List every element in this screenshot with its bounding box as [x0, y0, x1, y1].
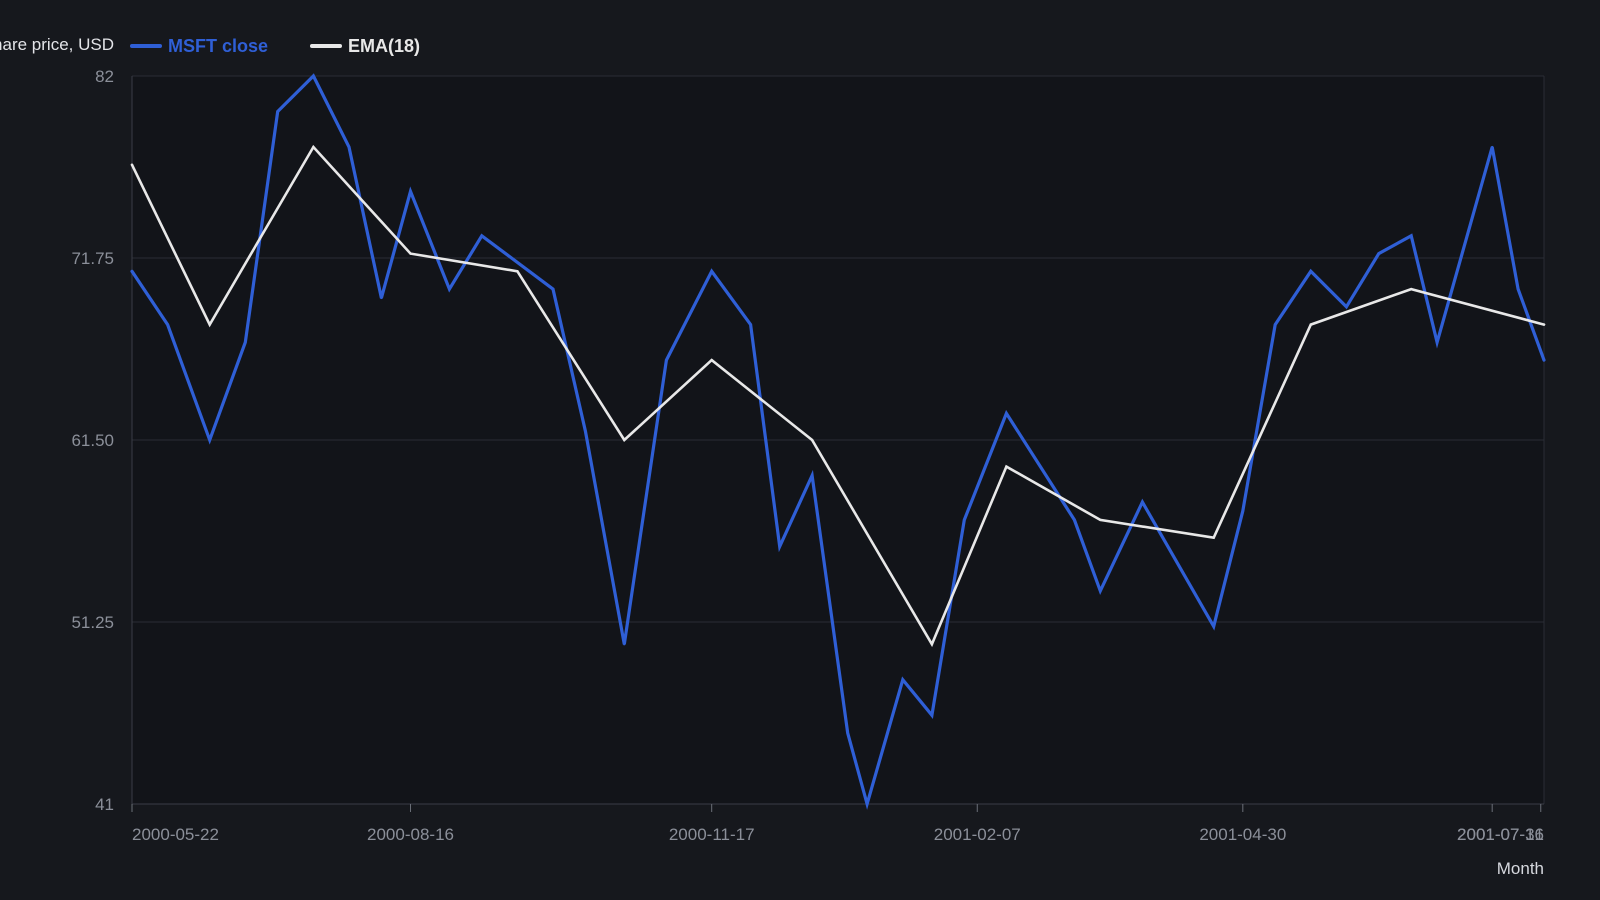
data-point-msft-close [623, 642, 626, 646]
y-axis-label: Share price, USD [0, 35, 114, 54]
data-point-msft-close [130, 270, 134, 273]
data-point-ema-18 [312, 145, 315, 149]
y-tick-label: 82 [95, 67, 114, 86]
data-point-msft-close [665, 358, 668, 362]
data-point-msft-close [901, 678, 904, 681]
data-point-msft-close [1099, 589, 1102, 593]
data-point-msft-close [480, 234, 483, 238]
x-axis-label: Month [1497, 859, 1544, 878]
data-point-ema-18 [130, 163, 134, 166]
data-point-msft-close [347, 145, 351, 149]
x-tick-label: 2000-11-17 [669, 825, 755, 844]
data-point-msft-close [1141, 500, 1144, 504]
x-tick-label: 2000-08-16 [367, 825, 454, 844]
data-point-msft-close [276, 110, 279, 113]
data-point-msft-close [710, 270, 713, 273]
data-point-msft-close [1345, 305, 1348, 309]
y-tick-label: 51.25 [71, 613, 114, 632]
data-point-ema-18 [208, 323, 211, 326]
data-point-msft-close [778, 545, 781, 548]
series [130, 73, 1546, 810]
legend-label-ema: EMA(18) [348, 36, 420, 56]
y-tick-label: 41 [95, 795, 114, 814]
data-point-ema-18 [810, 438, 814, 442]
data-point-msft-close [244, 341, 247, 344]
y-tick-label: 71.75 [71, 249, 114, 268]
data-point-msft-close [1490, 145, 1494, 149]
data-point-msft-close [1073, 518, 1076, 522]
data-point-msft-close [312, 74, 315, 78]
data-point-msft-close [930, 714, 934, 717]
x-tick-label: 2001-02-07 [934, 825, 1021, 844]
data-point-msft-close [551, 287, 555, 291]
x-tick-label: 2001-07-16 [1457, 825, 1544, 844]
x-tick-label: 2001-04-30 [1199, 825, 1286, 844]
data-point-ema-18 [409, 252, 412, 255]
legend: Share price, USD MSFT close EMA(18) [0, 35, 420, 56]
data-point-ema-18 [1212, 536, 1215, 539]
data-point-msft-close [1005, 412, 1008, 415]
x-tick-label: 2000-05-22 [132, 825, 219, 844]
data-point-msft-close [810, 474, 814, 477]
data-point-ema-18 [1309, 323, 1313, 326]
data-point-msft-close [749, 323, 752, 326]
data-point-msft-close [584, 429, 587, 433]
data-point-ema-18 [1005, 465, 1008, 468]
y-tick-label: 61.50 [71, 431, 114, 450]
data-point-msft-close [1212, 625, 1215, 628]
axes: 41 51.25 61.50 71.75 82 2000-05-22 2000-08-16 2… [71, 67, 1545, 844]
data-point-msft-close [208, 438, 211, 442]
data-point-ema-18 [516, 270, 519, 273]
data-point-ema-18 [1410, 287, 1413, 291]
data-point-ema-18 [1099, 518, 1102, 522]
data-point-msft-close [1410, 234, 1413, 238]
data-point-ema-18 [930, 642, 934, 646]
data-point-msft-close [1377, 252, 1381, 255]
data-point-msft-close [963, 518, 966, 522]
data-point-msft-close [1435, 341, 1439, 344]
data-point-ema-18 [623, 438, 626, 442]
data-point-msft-close [448, 287, 451, 291]
data-point-ema-18 [1542, 323, 1546, 326]
data-point-msft-close [1274, 323, 1277, 326]
x-tick-label: 2001-07-31 [1457, 825, 1544, 844]
data-point-msft-close [1516, 287, 1520, 291]
data-point-ema-18 [710, 358, 713, 362]
data-point-msft-close [409, 190, 412, 193]
data-point-msft-close [1309, 270, 1313, 273]
data-point-msft-close [865, 802, 869, 806]
data-point-msft-close [166, 323, 169, 326]
data-point-msft-close [846, 731, 849, 735]
data-point-msft-close [380, 296, 383, 300]
legend-label-msft: MSFT close [168, 36, 268, 56]
data-point-msft-close [1241, 509, 1245, 513]
data-point-msft-close [1542, 358, 1546, 362]
